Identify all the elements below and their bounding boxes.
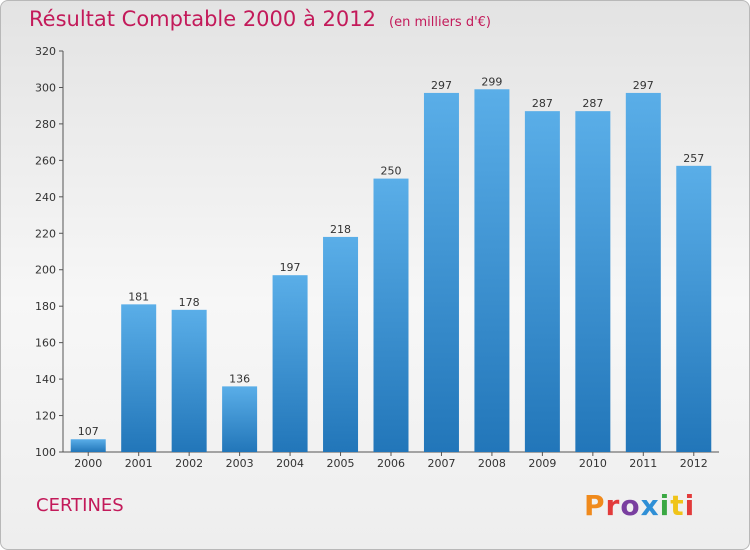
bar (625, 92, 661, 452)
logo-letter: x (640, 489, 660, 522)
bars: 107 181 178 136 197 218 250 297 299 287 287 297 257 (70, 75, 712, 453)
proxiti-logo[interactable]: Proxiti (584, 489, 695, 522)
logo-letter: i (684, 489, 696, 522)
data-label: 218 (330, 223, 351, 236)
x-tick-label: 2008 (478, 457, 506, 470)
chart-title: Résultat Comptable 2000 à 2012 (29, 7, 376, 31)
logo-letter: o (620, 489, 641, 522)
bar (676, 165, 712, 452)
logo-letter: i (659, 489, 671, 522)
data-label: 181 (128, 290, 149, 303)
data-label: 297 (633, 79, 654, 92)
x-tick-label: 2002 (175, 457, 203, 470)
y-tick-label: 260 (35, 154, 56, 167)
data-label: 197 (280, 261, 301, 274)
y-tick-label: 280 (35, 118, 56, 131)
y-tick-label: 300 (35, 81, 56, 94)
x-tick-label: 2009 (528, 457, 556, 470)
x-tick-label: 2000 (74, 457, 102, 470)
y-tick-label: 100 (35, 446, 56, 459)
data-label: 287 (532, 97, 553, 110)
x-tick-label: 2006 (377, 457, 405, 470)
bar (524, 111, 560, 453)
bar (373, 178, 409, 452)
data-label: 287 (582, 97, 603, 110)
logo-letter: r (605, 489, 621, 522)
y-tick-label: 220 (35, 227, 56, 240)
data-label: 178 (179, 296, 200, 309)
y-tick-label: 120 (35, 410, 56, 423)
bar (272, 275, 308, 452)
x-tick-label: 2005 (327, 457, 355, 470)
y-tick-label: 240 (35, 191, 56, 204)
x-tick-label: 2004 (276, 457, 304, 470)
axes: 100 120 140 160 180 200 220 240 260 280 300 320 2000… (35, 45, 719, 470)
data-label: 299 (481, 75, 502, 88)
title-row: Résultat Comptable 2000 à 2012 (en milli… (29, 7, 491, 31)
data-label: 250 (381, 165, 402, 178)
bar (474, 89, 510, 452)
y-tick-label: 320 (35, 45, 56, 58)
data-label: 136 (229, 372, 250, 385)
x-tick-label: 2001 (125, 457, 153, 470)
chart-subtitle: (en milliers d'€) (389, 15, 491, 30)
y-tick-label: 140 (35, 373, 56, 386)
y-tick-label: 180 (35, 300, 56, 313)
bar (171, 309, 207, 452)
x-tick-label: 2012 (680, 457, 708, 470)
bar (70, 439, 106, 452)
x-tick-label: 2010 (579, 457, 607, 470)
commune-name: CERTINES (36, 495, 124, 516)
bar (575, 111, 611, 453)
x-tick-label: 2007 (427, 457, 455, 470)
bar (323, 236, 359, 452)
logo-letter: t (670, 489, 685, 522)
logo-letter: P (584, 489, 606, 522)
y-tick-label: 200 (35, 264, 56, 277)
bar (423, 92, 459, 452)
data-label: 257 (683, 152, 704, 165)
bar (222, 386, 258, 452)
data-label: 297 (431, 79, 452, 92)
data-label: 107 (78, 425, 99, 438)
x-tick-label: 2003 (226, 457, 254, 470)
y-tick-label: 160 (35, 337, 56, 350)
bar (121, 304, 157, 452)
x-tick-label: 2011 (629, 457, 657, 470)
